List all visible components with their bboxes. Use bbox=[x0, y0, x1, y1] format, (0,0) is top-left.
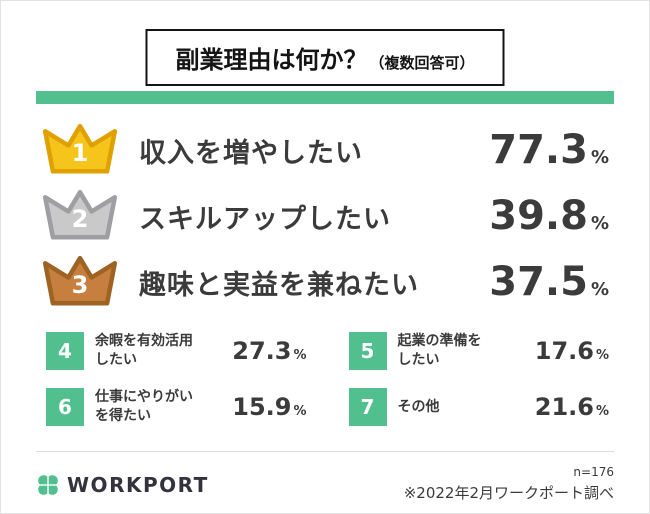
rank-number: 1 bbox=[71, 139, 89, 167]
rank-value: 27.3 % bbox=[232, 339, 306, 363]
rank-value: 39.8 % bbox=[489, 196, 609, 236]
rank-cell-7: 7 その他 21.6 % bbox=[348, 387, 609, 427]
rank-number-badge: 6 bbox=[46, 388, 84, 426]
rank-label: 収入を増やしたい bbox=[139, 137, 363, 169]
rank-value: 17.6 % bbox=[535, 339, 609, 363]
percent-sign: % bbox=[595, 404, 609, 419]
rank-percent: 39.8 bbox=[489, 193, 588, 239]
rank-percent: 21.6 bbox=[534, 393, 594, 421]
rank-row-2: 2 スキルアップしたい 39.8 % bbox=[41, 183, 609, 249]
footer-notes: n=176 ※2022年2月ワークポート調べ bbox=[404, 465, 614, 503]
rank-label: 趣味と実益を兼ねたい bbox=[139, 269, 419, 301]
rank-label: 余暇を有効活用 したい bbox=[95, 333, 193, 368]
percent-sign: % bbox=[590, 147, 609, 168]
rank-percent: 27.3 bbox=[232, 337, 292, 365]
workport-logo: WORKPORT bbox=[36, 473, 209, 503]
lower-rankings: 4 余暇を有効活用 したい 27.3 % 5 起業の準備を したい 17.6 %… bbox=[46, 331, 609, 427]
rank-label: 仕事にやりがい を得たい bbox=[95, 389, 193, 424]
rank-number-badge: 7 bbox=[348, 388, 387, 426]
chart-title-box: 副業理由は何か？ （複数回答可） bbox=[145, 29, 505, 86]
rank-value: 21.6 % bbox=[535, 395, 609, 419]
sample-size: n=176 bbox=[573, 465, 614, 479]
rank-value: 77.3 % bbox=[489, 130, 609, 170]
rank-number: 2 bbox=[71, 205, 89, 233]
chart-title-note: （複数回答可） bbox=[369, 54, 475, 72]
chart-title: 副業理由は何か？ bbox=[175, 46, 368, 74]
rank-percent: 77.3 bbox=[489, 127, 588, 173]
percent-sign: % bbox=[293, 404, 307, 419]
rank-value: 15.9 % bbox=[232, 395, 306, 419]
percent-sign: % bbox=[293, 348, 307, 363]
rank-number: 3 bbox=[71, 271, 89, 299]
percent-sign: % bbox=[590, 213, 609, 234]
rank-percent: 15.9 bbox=[232, 393, 292, 421]
percent-sign: % bbox=[595, 348, 609, 363]
top-rankings: 1 収入を増やしたい 77.3 % 2 スキルアップしたい 39.8 % bbox=[41, 117, 609, 315]
rank-label: その他 bbox=[397, 398, 440, 415]
rank-cell-6: 6 仕事にやりがい を得たい 15.9 % bbox=[46, 387, 307, 427]
percent-sign: % bbox=[590, 279, 609, 300]
footer-divider bbox=[36, 451, 614, 452]
rank-row-3: 3 趣味と実益を兼ねたい 37.5 % bbox=[41, 249, 609, 315]
rank-percent: 37.5 bbox=[489, 259, 588, 305]
rank-label: スキルアップしたい bbox=[139, 203, 391, 235]
bronze-crown-icon: 3 bbox=[41, 253, 119, 311]
source-note: ※2022年2月ワークポート調べ bbox=[403, 484, 614, 502]
rank-row-1: 1 収入を増やしたい 77.3 % bbox=[41, 117, 609, 183]
rank-percent: 17.6 bbox=[534, 337, 594, 365]
rank-number-badge: 4 bbox=[46, 332, 84, 370]
logo-text: WORKPORT bbox=[67, 473, 209, 497]
rank-label: 起業の準備を したい bbox=[397, 333, 482, 368]
rank-value: 37.5 % bbox=[489, 262, 609, 302]
rank-cell-4: 4 余暇を有効活用 したい 27.3 % bbox=[46, 331, 307, 371]
rank-cell-5: 5 起業の準備を したい 17.6 % bbox=[348, 331, 609, 371]
clover-icon bbox=[37, 474, 59, 496]
accent-bar bbox=[36, 91, 614, 104]
silver-crown-icon: 2 bbox=[41, 187, 119, 245]
gold-crown-icon: 1 bbox=[41, 121, 119, 179]
footer: WORKPORT n=176 ※2022年2月ワークポート調べ bbox=[36, 455, 614, 503]
rank-number-badge: 5 bbox=[348, 332, 387, 370]
